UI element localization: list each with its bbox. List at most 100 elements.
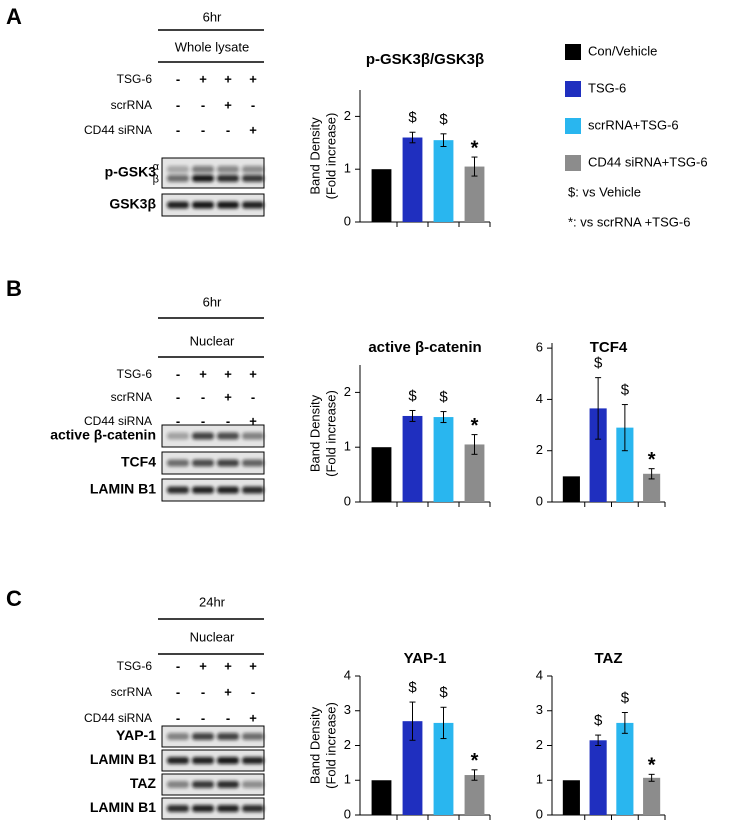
significance-mark: * — [471, 415, 479, 437]
y-tick-label: 1 — [344, 772, 351, 787]
treatment-sign: - — [251, 97, 255, 112]
significance-mark: * — [471, 137, 479, 159]
chart-title: active β-catenin — [368, 339, 481, 356]
treatment-sign: + — [199, 366, 207, 381]
treatment-sign: + — [224, 389, 232, 404]
y-tick-label: 2 — [536, 737, 543, 752]
treatment-name: CD44 siRNA — [84, 414, 152, 428]
blot-band — [217, 459, 239, 467]
blot-label: TCF4 — [121, 454, 156, 470]
time-label: 6hr — [203, 9, 222, 24]
blot-label: LAMIN B1 — [90, 751, 156, 767]
y-tick-label: 2 — [344, 384, 351, 399]
treatment-sign: - — [226, 122, 230, 137]
treatment-sign: + — [249, 71, 257, 86]
y-tick-label: 2 — [536, 442, 543, 457]
treatment-sign: - — [201, 122, 205, 137]
y-axis-label: Band Density — [307, 706, 322, 784]
blot-band — [192, 459, 214, 467]
panel-letter: B — [6, 276, 22, 301]
bar — [402, 415, 423, 502]
bar — [371, 447, 392, 502]
y-tick-label: 0 — [344, 806, 351, 821]
legend-swatch — [565, 81, 581, 97]
bar — [371, 169, 392, 222]
blot-band — [242, 757, 264, 764]
y-axis-label: (Fold increase) — [323, 702, 338, 789]
y-tick-label: 2 — [344, 108, 351, 123]
bar — [371, 780, 392, 815]
treatment-sign: - — [226, 710, 230, 725]
treatment-sign: - — [176, 684, 180, 699]
y-tick-label: 4 — [344, 667, 351, 682]
bar — [433, 722, 454, 815]
blot-band — [167, 733, 189, 740]
legend-label: CD44 siRNA+TSG-6 — [588, 154, 708, 169]
treatment-sign: + — [249, 413, 257, 428]
blot-band — [217, 486, 239, 494]
blot-band — [167, 805, 189, 812]
blot-band — [217, 201, 239, 209]
treatment-sign: + — [249, 658, 257, 673]
treatment-sign: + — [249, 710, 257, 725]
blot-band — [192, 201, 214, 209]
significance-mark: * — [471, 750, 479, 772]
blot-band — [167, 432, 189, 440]
y-tick-label: 6 — [536, 340, 543, 355]
blot-band — [192, 174, 214, 182]
fraction-label: Whole lysate — [175, 39, 249, 54]
treatment-sign: + — [224, 97, 232, 112]
bar — [616, 722, 634, 815]
blot-band — [217, 165, 239, 173]
treatment-sign: - — [226, 413, 230, 428]
significance-mark: $ — [408, 679, 417, 696]
legend-swatch — [565, 155, 581, 171]
treatment-sign: + — [224, 684, 232, 699]
bar — [589, 740, 607, 815]
fraction-label: Nuclear — [190, 333, 235, 348]
blot-band — [217, 781, 239, 788]
blot-band — [192, 486, 214, 494]
blot-band — [167, 201, 189, 209]
treatment-sign: + — [199, 71, 207, 86]
treatment-name: TSG-6 — [117, 72, 153, 86]
legend-label: TSG-6 — [588, 80, 626, 95]
treatment-sign: + — [224, 71, 232, 86]
significance-mark: $ — [439, 389, 448, 406]
blot-label: p-GSK3 — [105, 164, 157, 180]
bar — [433, 417, 454, 502]
bar — [464, 444, 485, 502]
blot-band — [167, 781, 189, 788]
treatment-name: scrRNA — [111, 98, 152, 112]
legend-note: $: vs Vehicle — [568, 184, 641, 199]
treatment-name: scrRNA — [111, 685, 152, 699]
y-axis-label: Band Density — [307, 394, 322, 472]
blot-label: active β-catenin — [50, 427, 156, 443]
y-tick-label: 2 — [344, 737, 351, 752]
treatment-sign: - — [201, 97, 205, 112]
blot-band — [167, 459, 189, 467]
time-label: 6hr — [203, 294, 222, 309]
blot-label: GSK3β — [109, 196, 156, 212]
treatment-sign: - — [176, 97, 180, 112]
blot-band — [242, 174, 264, 182]
blot-band — [242, 432, 264, 440]
treatment-sign: - — [251, 684, 255, 699]
treatment-sign: - — [176, 389, 180, 404]
panel-letter: C — [6, 586, 22, 611]
legend-label: Con/Vehicle — [588, 43, 657, 58]
y-tick-label: 4 — [536, 667, 543, 682]
blot-band — [192, 733, 214, 740]
blot-band — [192, 781, 214, 788]
blot-band — [167, 165, 189, 173]
blot-band — [242, 165, 264, 173]
y-axis-label: (Fold increase) — [323, 390, 338, 477]
legend-swatch — [565, 118, 581, 134]
bar — [589, 408, 607, 502]
bar — [464, 166, 485, 222]
blot-band — [242, 459, 264, 467]
treatment-sign: - — [176, 710, 180, 725]
y-tick-label: 4 — [536, 391, 543, 406]
blot-background — [161, 157, 265, 189]
significance-mark: * — [648, 755, 656, 777]
